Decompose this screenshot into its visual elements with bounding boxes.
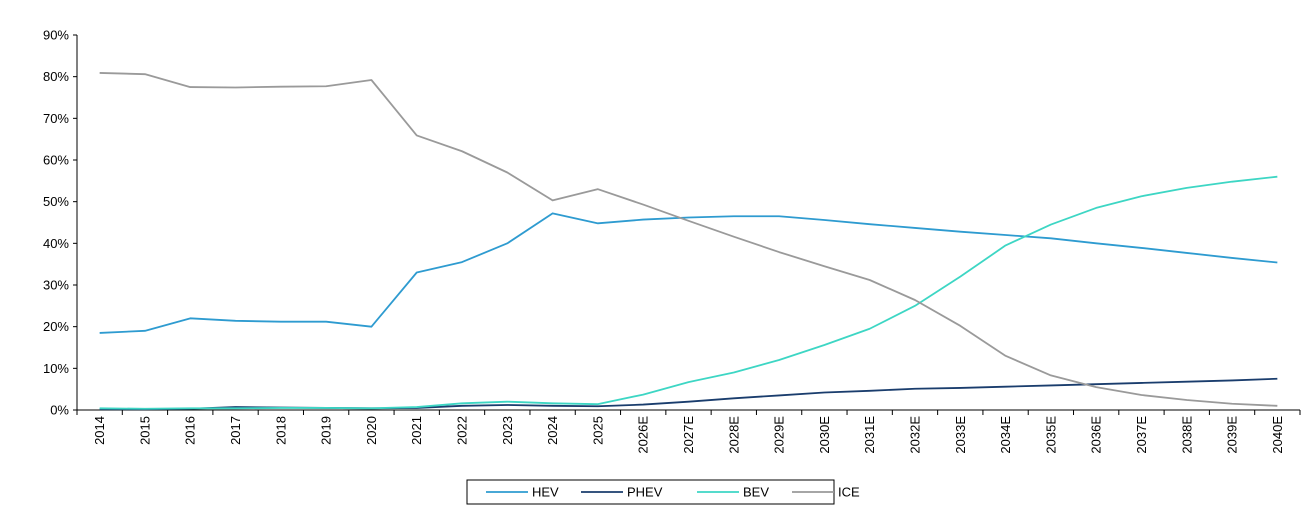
x-tick-label: 2036E <box>1089 416 1104 454</box>
x-tick-label: 2039E <box>1225 416 1240 454</box>
x-tick-label: 2022 <box>455 416 470 445</box>
legend-label-ice: ICE <box>838 485 860 500</box>
y-tick-label: 90% <box>43 28 69 43</box>
y-axis: 0% 10% 20% 30% 40% 50% 60% 70% 80% 90% <box>43 28 78 418</box>
x-tick-label: 2017 <box>228 416 243 445</box>
x-tick-label: 2018 <box>273 416 288 445</box>
x-tick-label: 2031E <box>862 416 877 454</box>
legend-box <box>466 479 835 505</box>
y-tick-label: 20% <box>43 319 69 334</box>
series-lines <box>99 72 1278 411</box>
y-tick-label: 10% <box>43 361 69 376</box>
x-tick-label: 2035E <box>1043 416 1058 454</box>
x-tick-label: 2033E <box>953 416 968 454</box>
x-tick-label: 2015 <box>137 416 152 445</box>
y-tick-label: 50% <box>43 194 69 209</box>
y-tick-label: 70% <box>43 111 69 126</box>
x-tick-label: 2027E <box>681 416 696 454</box>
x-tick-label: 2037E <box>1134 416 1149 454</box>
series-line-phev <box>99 377 1278 411</box>
y-tick-label: 0% <box>50 403 69 418</box>
y-tick-label: 30% <box>43 278 69 293</box>
legend: HEV PHEV BEV ICE <box>466 479 860 505</box>
x-tick-label: 2028E <box>726 416 741 454</box>
y-tick-label: 60% <box>43 153 69 168</box>
x-tick-label: 2032E <box>907 416 922 454</box>
x-tick-label: 2034E <box>998 416 1013 454</box>
x-tick-label: 2030E <box>817 416 832 454</box>
x-tick-label: 2016 <box>183 416 198 445</box>
x-tick-label: 2025 <box>590 416 605 445</box>
x-tick-label: 2038E <box>1179 416 1194 454</box>
x-tick-label: 2020 <box>364 416 379 445</box>
series-line-bev <box>99 175 1278 410</box>
x-tick-label: 2019 <box>319 416 334 445</box>
x-tick-label: 2040E <box>1270 416 1285 454</box>
x-tick-label: 2024 <box>545 416 560 445</box>
y-tick-label: 80% <box>43 69 69 84</box>
series-line-ice <box>99 72 1278 407</box>
legend-label-phev: PHEV <box>627 485 663 500</box>
series-line-hev <box>99 212 1278 334</box>
legend-label-hev: HEV <box>532 485 559 500</box>
x-tick-label: 2014 <box>92 416 107 445</box>
x-tick-label: 2023 <box>500 416 515 445</box>
x-tick-label: 2021 <box>409 416 424 445</box>
x-tick-label: 2026E <box>636 416 651 454</box>
x-tick-label: 2029E <box>772 416 787 454</box>
x-axis: 2014 2015 2016 2017 2018 2019 2020 2021 2022 2023… <box>76 409 1301 454</box>
legend-label-bev: BEV <box>743 485 769 500</box>
y-tick-label: 40% <box>43 236 69 251</box>
